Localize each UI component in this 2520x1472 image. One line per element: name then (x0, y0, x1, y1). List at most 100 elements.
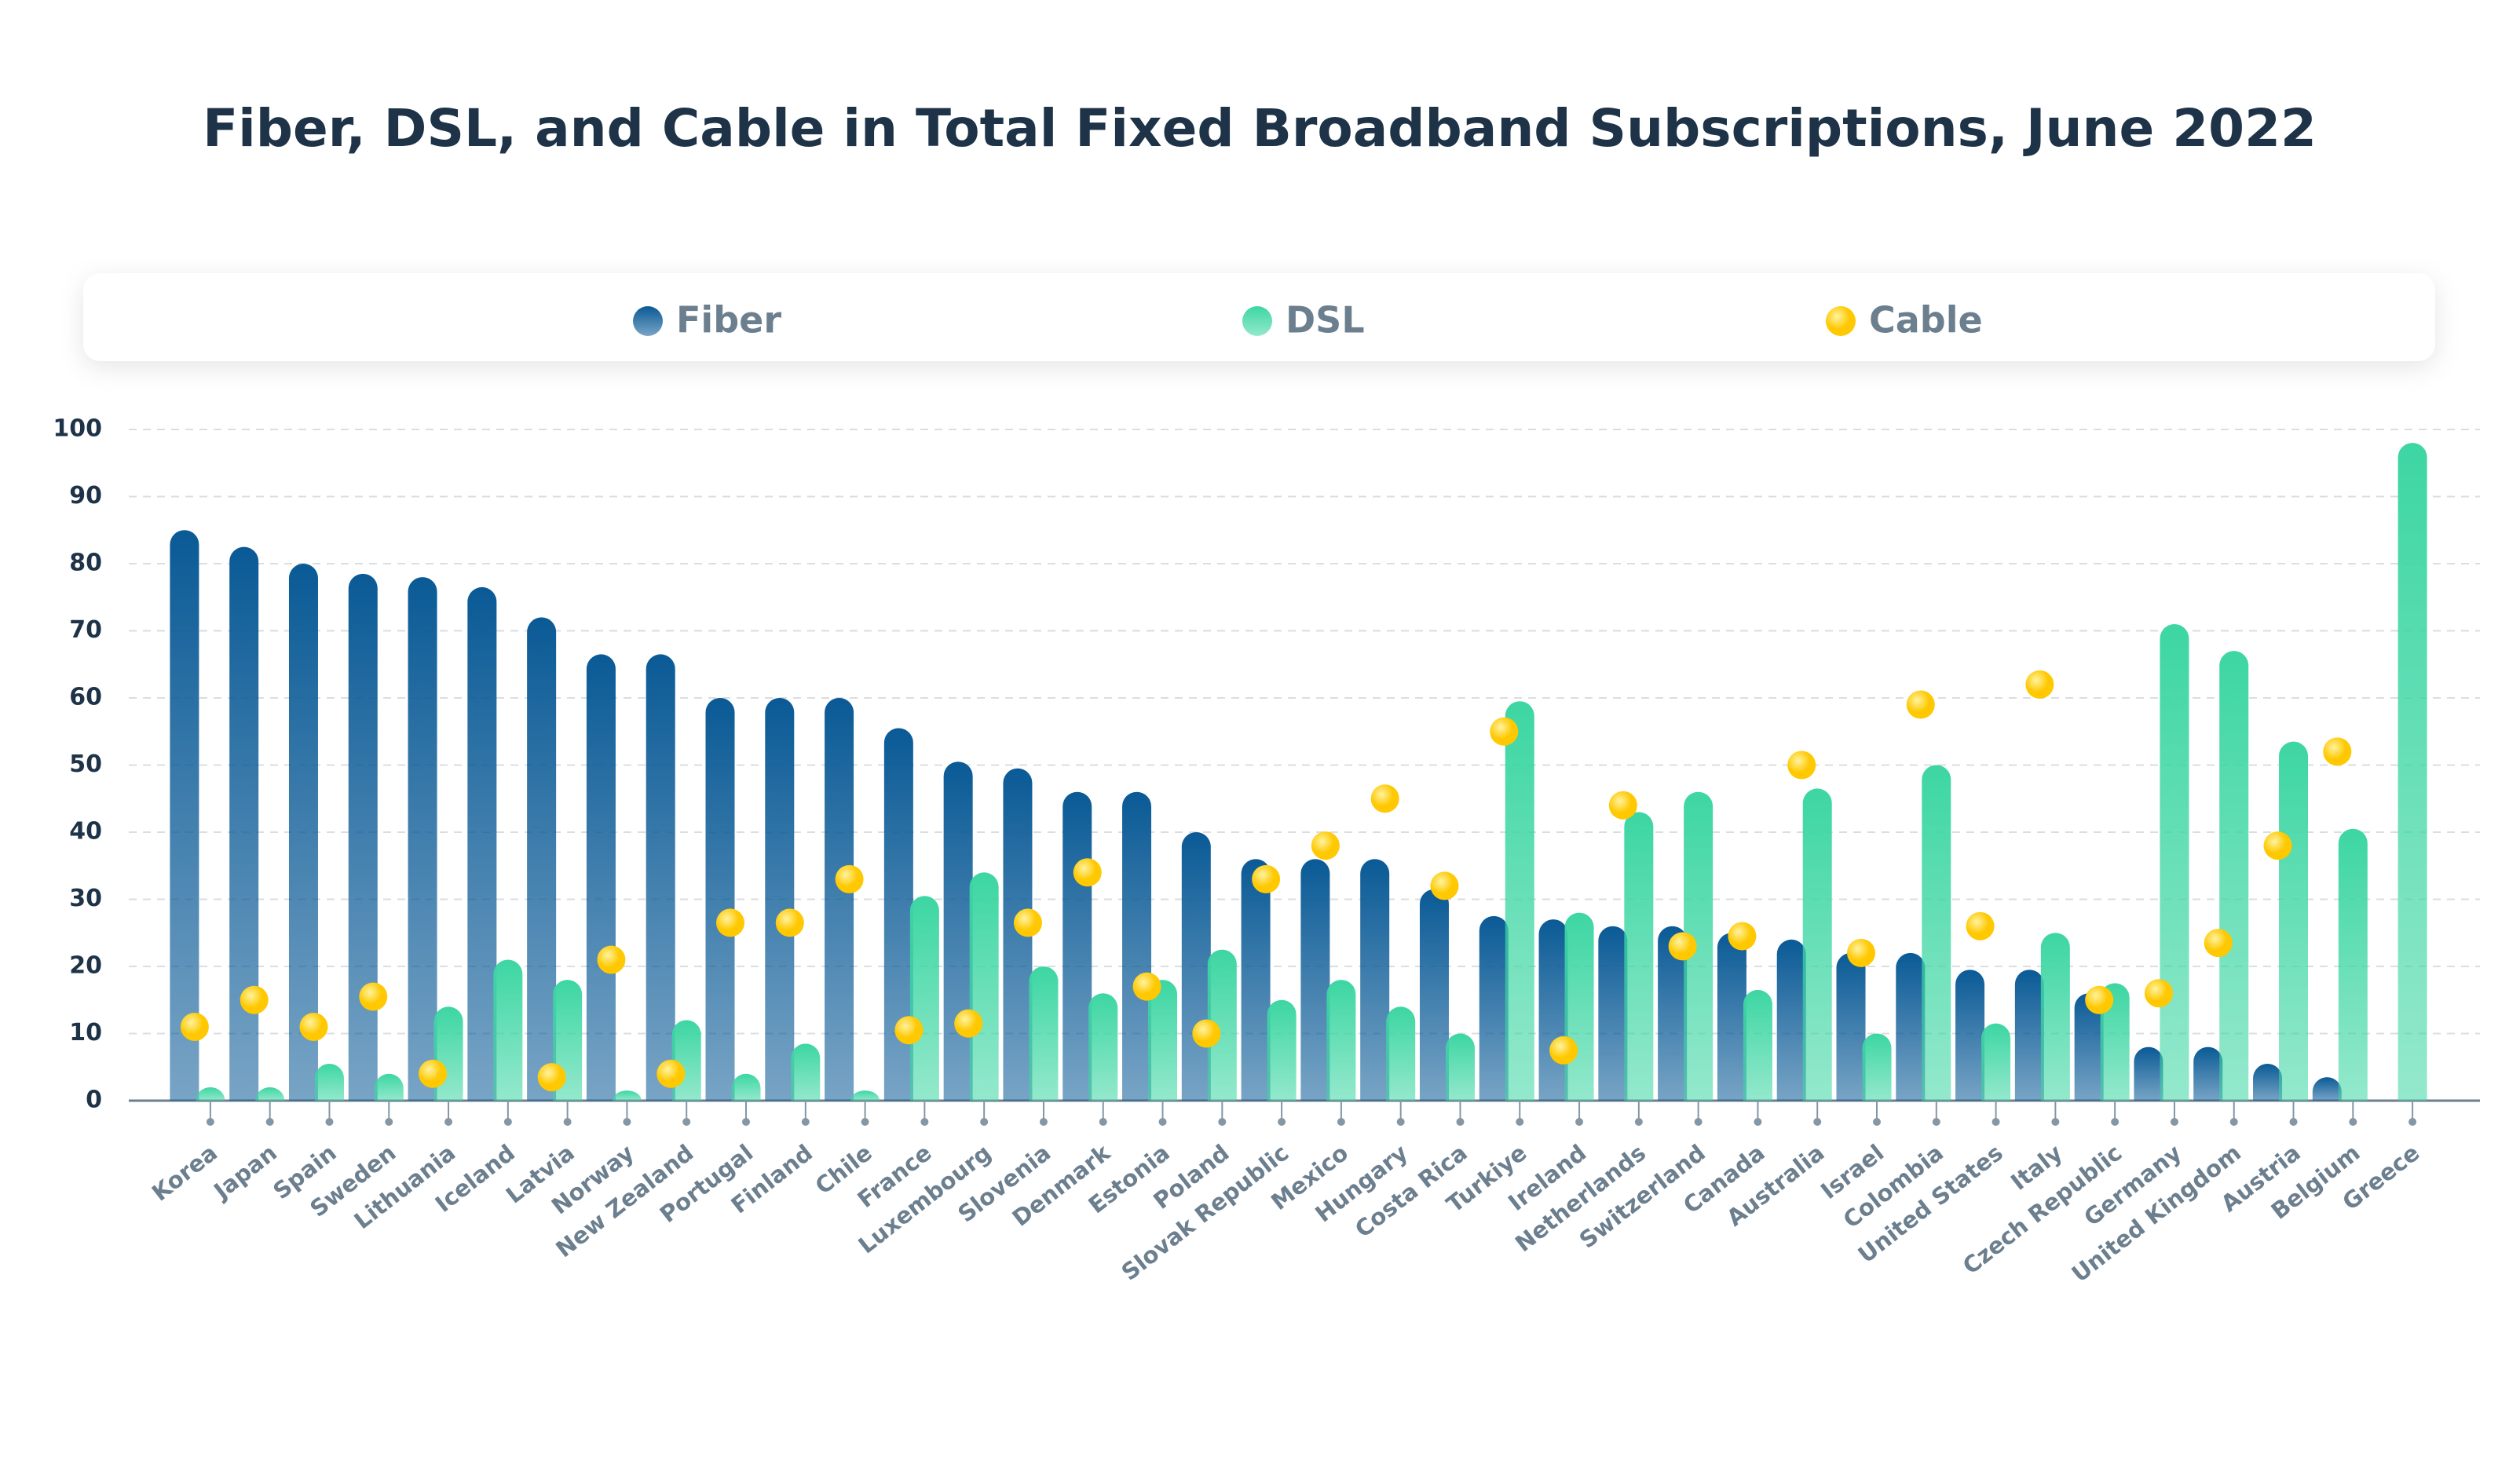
x-tick-dot (1575, 1118, 1584, 1126)
bar (1955, 970, 1985, 1101)
dot (1073, 858, 1102, 887)
bar (2014, 970, 2044, 1101)
dot (180, 1012, 209, 1041)
y-tick-label: 0 (86, 1087, 102, 1114)
bar (1326, 980, 1356, 1101)
bar (314, 1063, 344, 1101)
x-tick-dot (1456, 1118, 1465, 1126)
dot (2025, 670, 2054, 699)
bar (1148, 980, 1178, 1101)
bar (2312, 1077, 2342, 1101)
legend-label: DSL (1286, 299, 1365, 342)
x-tick-dot (2408, 1118, 2417, 1126)
bar (1300, 859, 1330, 1101)
dot (1608, 791, 1637, 820)
bar (883, 728, 913, 1101)
x-tick-dot (2289, 1118, 2298, 1126)
y-tick-label: 90 (69, 482, 102, 510)
x-tick-dot (682, 1118, 691, 1126)
x-tick-dot (503, 1118, 512, 1126)
dot (1549, 1036, 1578, 1065)
legend-label: Cable (1869, 299, 1983, 342)
bar (348, 573, 378, 1101)
bar (408, 577, 437, 1101)
y-tick-label: 40 (69, 818, 102, 846)
dot (657, 1059, 686, 1088)
dot (359, 982, 388, 1011)
legend-marker (633, 306, 663, 336)
x-tick-label: Korea (147, 1139, 222, 1207)
bar (1564, 912, 1594, 1101)
chart-title: Fiber, DSL, and Cable in Total Fixed Bro… (203, 98, 2317, 159)
bar (2397, 443, 2427, 1101)
bar (1122, 791, 1152, 1101)
bar (1896, 952, 1926, 1101)
y-tick-label: 100 (53, 415, 102, 443)
bar (1241, 859, 1271, 1101)
x-tick-dot (325, 1118, 334, 1126)
bar (527, 617, 557, 1101)
x-tick-dot (444, 1118, 453, 1126)
bar (2134, 1046, 2163, 1101)
bar (1836, 952, 1866, 1101)
bar (2074, 993, 2104, 1101)
bar (1360, 859, 1390, 1101)
bar (1267, 999, 1297, 1101)
bar (493, 959, 523, 1101)
bar (1862, 1033, 1892, 1101)
bar (1776, 939, 1806, 1101)
bar (1981, 1023, 2011, 1101)
bar (791, 1043, 821, 1101)
y-tick-label: 50 (69, 751, 102, 778)
x-tick-dot (1991, 1118, 2000, 1126)
bar (1922, 765, 1951, 1101)
dot (537, 1063, 566, 1092)
bar (765, 698, 795, 1101)
bar (2253, 1063, 2283, 1101)
bar (969, 872, 999, 1101)
x-tick-dot (2051, 1118, 2060, 1126)
y-tick-label: 20 (69, 952, 102, 980)
dot (597, 945, 626, 974)
bar (2219, 651, 2249, 1101)
dot (1252, 864, 1281, 893)
bar (1181, 832, 1211, 1101)
x-tick-dot (1337, 1118, 1345, 1126)
x-tick-dot (980, 1118, 989, 1126)
y-tick-label: 70 (69, 616, 102, 644)
dot (299, 1012, 328, 1041)
bar (1062, 791, 1092, 1101)
bar (1658, 926, 1688, 1101)
y-tick-label: 10 (69, 1019, 102, 1046)
bar (1505, 701, 1534, 1101)
dot (2144, 979, 2173, 1008)
bar (2160, 623, 2189, 1101)
bar (1479, 915, 1509, 1101)
bar (1743, 989, 1772, 1101)
dot (1370, 784, 1399, 813)
bar (374, 1073, 404, 1101)
x-tick-dot (206, 1118, 214, 1126)
x-tick-dot (742, 1118, 750, 1126)
bar (671, 1020, 701, 1101)
dot (240, 985, 269, 1014)
bar (2040, 933, 2070, 1101)
x-tick-label: Japan (207, 1139, 281, 1205)
bar (288, 564, 318, 1101)
bar (255, 1087, 285, 1101)
y-tick-label: 60 (69, 684, 102, 711)
dot (419, 1059, 448, 1088)
bar (1598, 926, 1628, 1101)
dot (1132, 972, 1161, 1001)
legend-label: Fiber (676, 299, 781, 342)
bar (1717, 933, 1746, 1101)
dot (775, 908, 804, 937)
bar (1538, 919, 1568, 1101)
dot (2263, 831, 2292, 860)
dot (1311, 831, 1340, 860)
x-tick-dot (2170, 1118, 2178, 1126)
x-tick-dot (1278, 1118, 1286, 1126)
x-tick-dot (1694, 1118, 1703, 1126)
dot (2085, 985, 2114, 1014)
